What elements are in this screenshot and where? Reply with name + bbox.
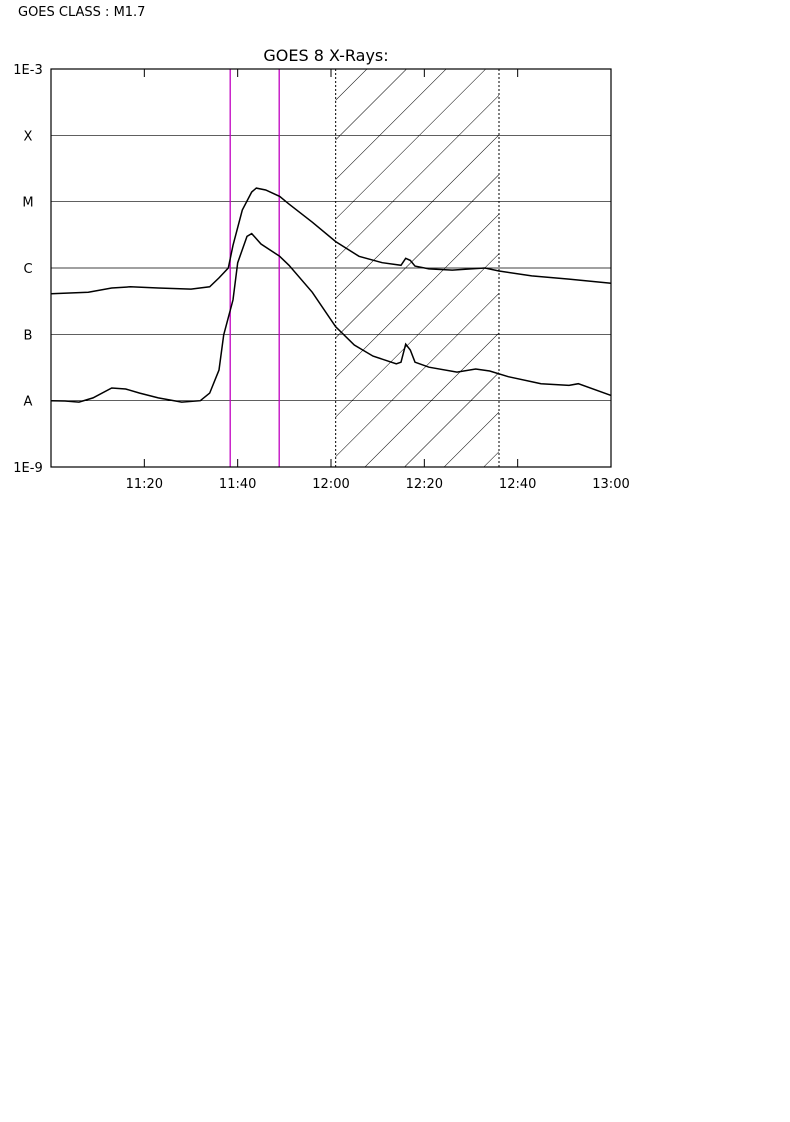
flux-line [50,187,612,295]
x-tick-label: 13:00 [592,477,629,492]
y-tick-label: A [24,395,33,410]
chart-title: GOES 8 X-Rays: [263,46,388,65]
y-tick-label: M [22,196,33,211]
x-tick-label: 12:00 [312,477,349,492]
x-tick-label: 12:40 [499,477,536,492]
y-tick-label: C [23,262,32,277]
x-tick-label: 12:20 [406,477,443,492]
plot-frame [50,68,612,468]
x-tick-label: 11:40 [219,477,256,492]
y-tick-label: 1E-3 [13,63,42,78]
y-tick-label: B [24,328,33,343]
y-tick-label: 1E-9 [13,461,42,476]
flux-line [50,232,612,403]
goes-class: GOES CLASS : M1.7 [18,5,145,20]
y-tick-label: X [24,129,33,144]
x-tick-label: 11:20 [126,477,163,492]
